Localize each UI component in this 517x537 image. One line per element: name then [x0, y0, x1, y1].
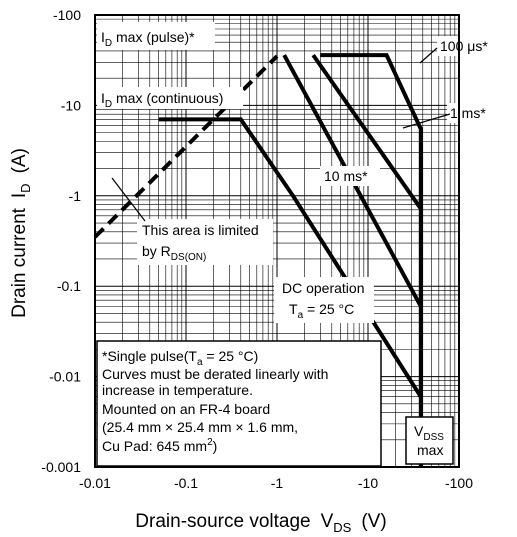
- x-tick-label: -10: [358, 475, 378, 491]
- id-pulse-label-box: [97, 22, 215, 50]
- rds-label-line1: This area is limited: [142, 222, 259, 238]
- x-tick-label: -100: [445, 475, 473, 491]
- note-line-1: *Single pulse(Ta = 25 °C): [102, 348, 258, 368]
- plot-frame: [94, 14, 460, 468]
- label-10ms: 10 ms*: [324, 168, 368, 184]
- vdss-box: [405, 416, 454, 465]
- id-cont-label: ID max (continuous): [101, 90, 223, 110]
- x-tick-label: -0.1: [174, 475, 198, 491]
- y-tick-label: -10: [61, 97, 81, 113]
- dc-label-box: [274, 277, 374, 323]
- leader-1ms: [402, 113, 451, 129]
- x-axis-title: Drain-source voltage VDS (V): [135, 511, 386, 535]
- y-tick-label: -0.001: [41, 459, 81, 475]
- label-1ms: 1 ms*: [450, 105, 486, 121]
- series-line-2: [311, 53, 423, 210]
- note-box: [96, 340, 382, 467]
- y-axis-title: Drain currentID(A): [9, 148, 33, 318]
- label-10ms-box: [320, 166, 380, 186]
- y-tick-label: -1: [69, 188, 82, 204]
- note-line-2: Curves must be derated linearly with: [102, 366, 328, 382]
- id-cont-label-box: [97, 87, 243, 109]
- series-line-1: [320, 53, 423, 467]
- label-100us: 100 μs*: [440, 38, 488, 54]
- dc-label-line1: DC operation: [282, 280, 365, 296]
- series-line-5: [93, 54, 279, 239]
- leader-100us: [419, 47, 438, 64]
- y-tick-label: -0.01: [49, 369, 81, 385]
- y-tick-label: -100: [53, 7, 81, 23]
- vdss-label-line2: max: [417, 442, 443, 458]
- leader-rds: [111, 177, 146, 222]
- x-tick-label: -1: [271, 475, 284, 491]
- label-100us-box: [437, 36, 499, 56]
- note-line-5: (25.4 mm × 25.4 mm × 1.6 mm,: [102, 419, 298, 435]
- y-tick-label: -0.1: [57, 278, 81, 294]
- vdss-label-line1: VDSS: [414, 423, 444, 443]
- dc-label-line2: Ta = 25 °C: [289, 301, 354, 321]
- note-line-6: Cu Pad: 645 mm2): [102, 437, 217, 454]
- id-pulse-label: ID max (pulse)*: [101, 29, 195, 49]
- note-line-4: Mounted on an FR-4 board: [102, 401, 270, 417]
- rds-label-box: [137, 219, 273, 265]
- note-line-3: increase in temperature.: [102, 382, 253, 398]
- rds-label-line2: by RDS(ON): [142, 243, 206, 263]
- x-tick-label: -0.01: [79, 475, 111, 491]
- tick-labels: -0.01 -0.1 -1 -10 -100-0.001-0.01-0.1-1-10-1…: [41, 7, 473, 491]
